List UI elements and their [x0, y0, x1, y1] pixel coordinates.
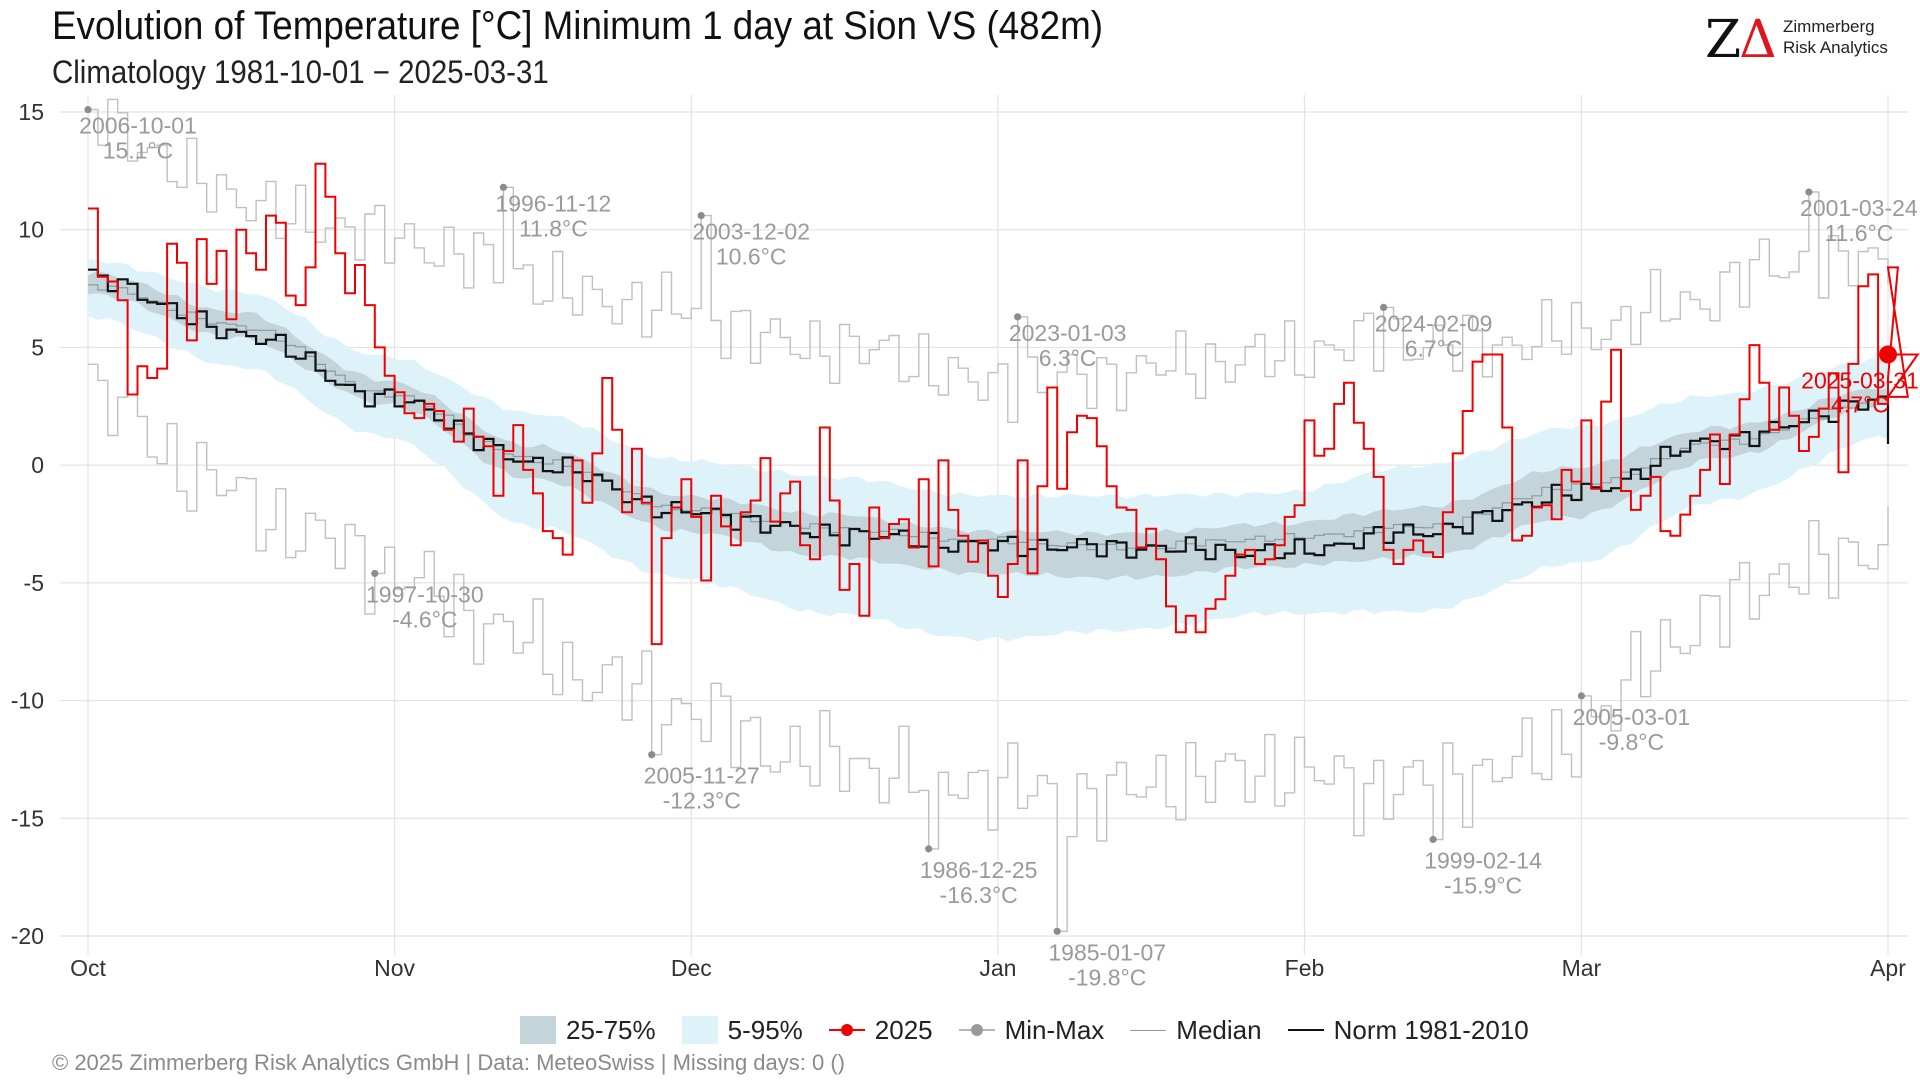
last-point-date-label: 2025-03-31 [1801, 367, 1919, 393]
extreme-date-label-0: 2006-10-01 [79, 113, 197, 139]
current-year-last-point [1879, 345, 1897, 364]
extreme-value-label-9: -19.8°C [1068, 964, 1146, 990]
extreme-date-label-6: 1997-10-30 [366, 581, 484, 607]
extreme-date-label-2: 2003-12-02 [692, 219, 810, 245]
extreme-value-label-2: 10.6°C [716, 244, 787, 270]
legend-label-norm: Norm 1981-2010 [1333, 1014, 1529, 1045]
extreme-point-2 [697, 211, 705, 220]
legend-item-iqr: 25-75% [520, 1015, 656, 1046]
logo-delta-icon: Δ [1739, 10, 1777, 70]
legend-label-current: 2025 [874, 1014, 933, 1045]
extreme-point-3 [1014, 313, 1022, 321]
extreme-point-10 [1429, 835, 1437, 844]
x-tick-label-feb: Feb [1285, 955, 1325, 981]
legend-swatch-median [1130, 1016, 1167, 1044]
y-tick-label--20: -20 [11, 923, 44, 949]
max-line [88, 98, 1889, 423]
y-tick-label--15: -15 [11, 805, 44, 831]
legend-item-current: 2025 [828, 1014, 933, 1046]
extreme-value-label-10: -15.9°C [1444, 872, 1522, 898]
extreme-value-label-4: 6.7°C [1405, 335, 1463, 361]
extreme-value-label-11: -9.8°C [1599, 729, 1664, 755]
company-logo: ZΔ Zimmerberg Risk Analytics [1705, 8, 1905, 70]
x-tick-label-oct: Oct [70, 955, 106, 981]
logo-mark: ZΔ [1705, 10, 1777, 70]
x-tick-label-jan: Jan [979, 955, 1016, 981]
min-line [88, 363, 1889, 932]
extreme-point-6 [371, 569, 379, 578]
legend-item-p90: 5-95% [681, 1014, 803, 1046]
legend-item-median: Median [1130, 1014, 1262, 1046]
logo-z: Z [1705, 10, 1741, 70]
extreme-point-7 [648, 751, 656, 759]
y-tick-label--10: -10 [11, 688, 44, 714]
y-tick-label--5: -5 [24, 570, 44, 596]
extreme-date-label-10: 1999-02-14 [1424, 847, 1542, 873]
last-point-value-label: 4.7°C [1831, 391, 1889, 417]
legend-swatch-minmax [958, 1016, 995, 1044]
current-year-group: 2025-03-314.7°C [88, 162, 1920, 646]
logo-name-line2: Risk Analytics [1783, 38, 1888, 57]
extreme-date-label-5: 2001-03-24 [1800, 195, 1918, 221]
legend-label-median: Median [1176, 1014, 1262, 1045]
legend-label-p90: 5-95% [727, 1014, 803, 1045]
legend-label-minmax: Min-Max [1004, 1014, 1105, 1045]
extreme-point-5 [1805, 188, 1813, 196]
extreme-point-9 [1053, 927, 1061, 935]
band-p25-p75 [88, 271, 1888, 581]
logo-name: Zimmerberg Risk Analytics [1783, 16, 1888, 58]
extreme-point-4 [1380, 303, 1388, 312]
footer-credits: © 2025 Zimmerberg Risk Analytics GmbH | … [52, 1050, 845, 1075]
legend-item-norm: Norm 1981-2010 [1287, 1014, 1529, 1046]
extreme-point-11 [1577, 692, 1586, 700]
y-tick-label-10: 10 [18, 217, 44, 243]
x-tick-label-nov: Nov [374, 955, 415, 981]
extreme-value-label-0: 15.1°C [103, 138, 174, 164]
extreme-point-0 [84, 106, 92, 114]
band-p5-p95 [88, 259, 1888, 642]
extreme-point-8 [925, 845, 933, 853]
extreme-date-label-8: 1986-12-25 [920, 857, 1038, 883]
extreme-value-label-5: 11.6°C [1824, 220, 1893, 246]
y-tick-label-0: 0 [31, 452, 44, 478]
extreme-value-label-3: 6.3°C [1039, 345, 1097, 371]
legend-label-iqr: 25-75% [566, 1014, 656, 1045]
legend-swatch-p90 [681, 1016, 718, 1044]
chart-legend: 25-75% 5-95% 2025 Min-Max Median Norm 19… [520, 1012, 1555, 1048]
extreme-value-label-1: 11.8°C [519, 215, 588, 241]
legend-swatch-norm [1287, 1016, 1324, 1044]
x-tick-label-mar: Mar [1562, 955, 1602, 981]
y-tick-label-15: 15 [18, 99, 44, 125]
x-tick-label-apr: Apr [1870, 955, 1906, 981]
chart-title: Evolution of Temperature [°C] Minimum 1 … [52, 4, 1104, 48]
extreme-value-label-7: -12.3°C [663, 788, 741, 814]
chart-subtitle: Climatology 1981-10-01 − 2025-03-31 [52, 54, 549, 90]
extreme-date-label-7: 2005-11-27 [644, 763, 760, 789]
y-tick-label-5: 5 [31, 334, 44, 360]
legend-swatch-iqr [520, 1016, 556, 1044]
current-year-line [88, 162, 1920, 646]
extreme-value-label-8: -16.3°C [940, 882, 1018, 908]
legend-item-minmax: Min-Max [958, 1014, 1105, 1046]
min-max-lines [88, 98, 1889, 932]
percentile-bands [88, 259, 1888, 642]
extreme-date-label-4: 2024-02-09 [1375, 310, 1493, 336]
extreme-value-label-6: -4.6°C [392, 606, 457, 632]
axis-labels: 15 10 5 0 -5 -10 -15 -20 Oct Nov Dec Jan Feb Mar Apr [11, 99, 1906, 981]
extreme-date-label-11: 2005-03-01 [1573, 704, 1691, 730]
legend-swatch-current [828, 1016, 865, 1044]
extreme-date-label-1: 1996-11-12 [495, 190, 611, 216]
extreme-point-1 [499, 183, 507, 191]
x-tick-label-dec: Dec [671, 955, 712, 981]
extreme-date-label-9: 1985-01-07 [1048, 939, 1166, 965]
logo-name-line1: Zimmerberg [1783, 17, 1875, 36]
extreme-date-label-3: 2023-01-03 [1009, 320, 1127, 346]
